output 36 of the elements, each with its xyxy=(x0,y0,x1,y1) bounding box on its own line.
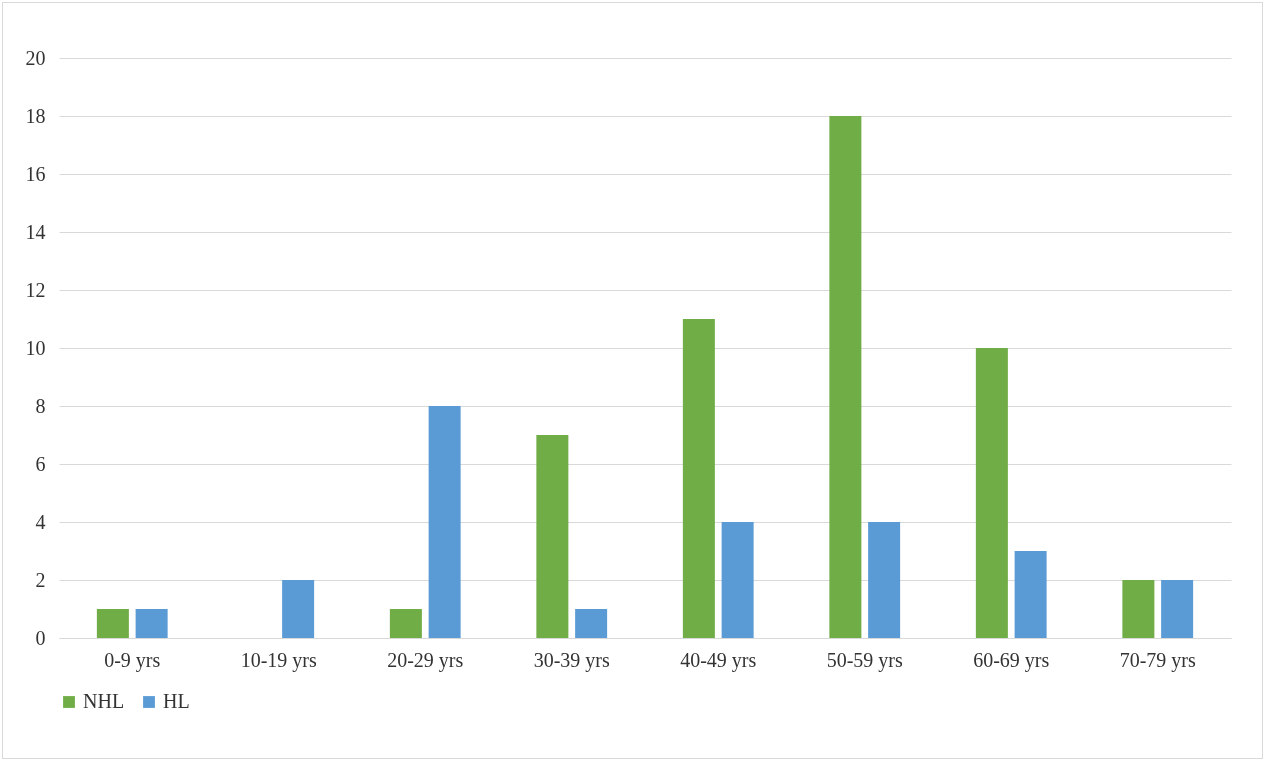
bar xyxy=(1014,551,1047,638)
bar xyxy=(721,522,754,638)
bar xyxy=(868,522,901,638)
x-tick-label: 10-19 yrs xyxy=(240,648,318,672)
x-tick-label: 0-9 yrs xyxy=(104,648,161,672)
bar xyxy=(829,116,862,638)
bar xyxy=(1122,580,1155,638)
y-tick-label: 14 xyxy=(25,220,46,243)
y-tick-label: 16 xyxy=(25,162,46,185)
bar xyxy=(975,348,1008,638)
x-tick-label: 40-49 yrs xyxy=(680,648,757,672)
bar xyxy=(135,609,168,638)
x-tick-label: 30-39 yrs xyxy=(533,648,611,672)
bar xyxy=(536,435,569,638)
bar xyxy=(96,609,129,638)
y-tick-label: 2 xyxy=(35,568,46,591)
bar xyxy=(389,609,422,638)
bar xyxy=(1161,580,1194,638)
y-tick-label: 0 xyxy=(35,626,46,649)
bar xyxy=(428,406,461,638)
y-tick-label: 20 xyxy=(25,46,46,69)
y-tick-label: 8 xyxy=(35,394,46,417)
y-tick-label: 12 xyxy=(25,278,46,301)
bar xyxy=(682,319,715,638)
y-tick-label: 6 xyxy=(35,452,46,475)
x-tick-label: 50-59 yrs xyxy=(826,648,904,672)
x-tick-label: 70-79 yrs xyxy=(1119,648,1197,672)
y-tick-label: 18 xyxy=(25,104,46,127)
legend-label: HL xyxy=(163,690,190,712)
y-tick-label: 10 xyxy=(25,336,46,359)
x-tick-label: 20-29 yrs xyxy=(387,648,464,672)
legend-label: NHL xyxy=(83,690,125,712)
x-tick-label: 60-69 yrs xyxy=(973,648,1050,672)
y-tick-label: 4 xyxy=(35,510,46,533)
bar xyxy=(282,580,315,638)
bar xyxy=(575,609,608,638)
